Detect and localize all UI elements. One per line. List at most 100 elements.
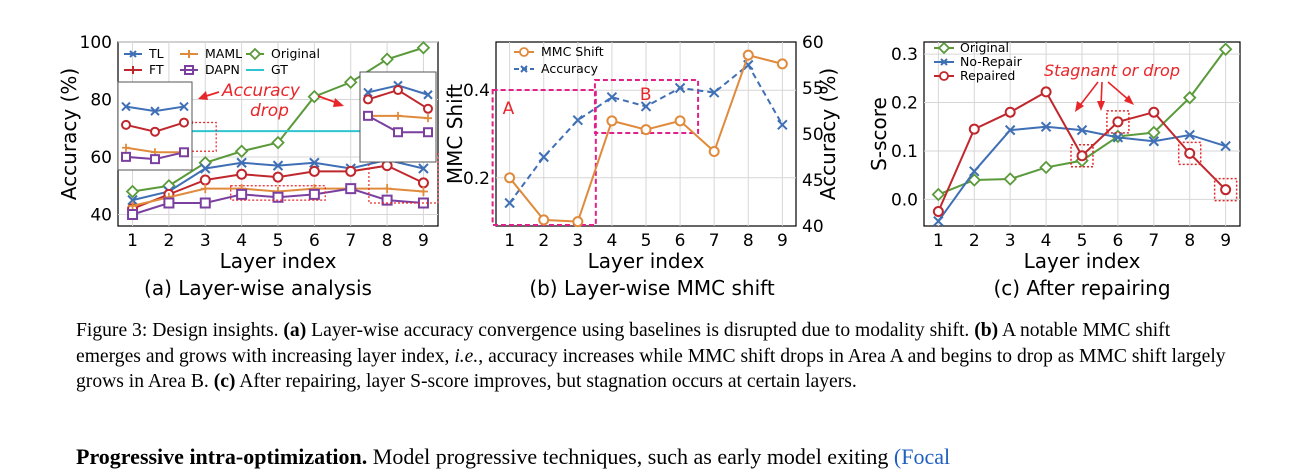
panel-b-title: (b) Layer-wise MMC shift — [529, 276, 775, 300]
point-original — [307, 89, 322, 104]
body-link[interactable]: (Focal — [893, 444, 951, 469]
inset-point-ft — [150, 126, 160, 137]
panel-c-y-ticks: 0.0 0.1 0.2 0.3 — [891, 45, 918, 210]
panel-b-y-ticks-right: 40 45 50 55 60 — [802, 33, 824, 237]
x-tick-label: 8 — [1184, 231, 1195, 251]
x-tick-label: 1 — [504, 231, 515, 251]
point-repaired — [1184, 147, 1196, 159]
inset-point-dapn — [121, 151, 131, 162]
panel-a-title: (a) Layer-wise analysis — [144, 276, 372, 300]
point-mmc-shift — [572, 216, 584, 228]
panel-c-ylabel: S-score — [867, 97, 891, 171]
point-dapn — [199, 197, 211, 209]
x-tick-label: 7 — [709, 231, 720, 251]
point-repaired — [1004, 106, 1016, 118]
x-tick-label: 3 — [200, 231, 211, 251]
panel-c-series — [931, 42, 1233, 227]
point-repaired — [1220, 184, 1232, 196]
caption-c-text: After repairing, layer S-score improves,… — [235, 371, 857, 392]
point-no-repair — [969, 166, 980, 177]
point-accuracy — [674, 82, 686, 94]
point-original — [1218, 42, 1233, 57]
panel-c-x-ticks: 1 2 3 4 5 6 7 8 9 — [933, 231, 1231, 251]
legend-item-gt: GT — [246, 62, 288, 77]
legend-label-gt: GT — [271, 62, 288, 77]
annotation-stagnant: Stagnant or drop — [1044, 61, 1180, 80]
point-ft — [199, 174, 211, 186]
point-maml — [128, 201, 138, 211]
panel-a-y-ticks: 40 60 80 100 — [80, 33, 112, 226]
panel-c-title: (c) After repairing — [993, 276, 1170, 300]
y-tick-label: 0.2 — [891, 94, 918, 114]
drop-box — [230, 185, 326, 201]
point-repaired — [1112, 116, 1124, 128]
point-original — [931, 187, 946, 202]
y-tick-label: 0.0 — [891, 190, 918, 210]
panel-b-xlabel: Layer index — [588, 249, 705, 273]
x-tick-label: 9 — [777, 231, 788, 251]
point-original — [271, 135, 285, 150]
legend-label-dapn: DAPN — [205, 62, 240, 77]
x-tick-label: 8 — [743, 231, 754, 251]
point-original — [1003, 172, 1017, 186]
legend-label-maml: MAML — [205, 46, 242, 61]
point-ft — [345, 165, 357, 177]
point-tl — [127, 194, 138, 206]
x-tick-label: 4 — [606, 231, 617, 251]
point-accuracy — [708, 87, 720, 98]
legend-item-tl: TL — [124, 46, 164, 61]
panel-b-ylabel-left: MMC Shift — [443, 84, 467, 184]
point-accuracy — [538, 151, 549, 163]
point-tl — [200, 163, 211, 174]
point-tl — [309, 157, 320, 168]
x-tick-label: 3 — [1005, 231, 1016, 251]
legend-item-mmc-shift: MMC Shift — [514, 44, 604, 59]
x-tick-label: 6 — [1112, 231, 1123, 251]
y-tick-label-right: 40 — [802, 217, 824, 237]
y-tick-label: 100 — [80, 33, 112, 53]
panel-c-xlabel: Layer index — [1024, 249, 1141, 273]
point-tl — [236, 157, 247, 168]
caption-b-text2: , accuracy increases while MMC shift dro… — [76, 345, 1226, 393]
inset-point-dapn — [423, 127, 433, 138]
panel-b-x-ticks: 1 2 3 4 5 6 7 8 9 — [504, 231, 788, 251]
point-no-repair — [1004, 124, 1016, 136]
drop-box — [368, 153, 439, 204]
inset-point-ft — [179, 117, 189, 128]
x-tick-label: 4 — [236, 231, 247, 251]
y-tick-label-right: 45 — [802, 171, 824, 191]
point-mmc-shift — [538, 214, 550, 226]
panel-b-grid — [496, 42, 796, 226]
inset-point-ft — [121, 119, 131, 130]
point-original — [967, 173, 982, 187]
x-tick-label: 6 — [309, 231, 320, 251]
y-tick-label-right: 50 — [802, 125, 824, 145]
caption-ie: i.e. — [454, 345, 479, 367]
caption-b-marker: (b) — [974, 320, 999, 341]
legend-item-repaired: Repaired — [934, 68, 1015, 83]
area-box-b — [593, 79, 700, 134]
legend-label-repaired: Repaired — [960, 68, 1015, 83]
legend-label-original: Original — [271, 46, 320, 61]
inset-point-tl — [363, 87, 373, 98]
inset-point-ft — [423, 103, 433, 114]
stagnation-box — [1213, 177, 1238, 202]
x-tick-label: 2 — [163, 231, 174, 251]
stagnation-box — [1177, 141, 1202, 166]
inset-point-dapn — [179, 147, 189, 158]
panel-c-after-repairing: 1 2 3 4 5 6 7 8 9 0.0 0.1 0.2 0.3 Original No-Repai… — [867, 40, 1241, 300]
stagnation-box — [1106, 110, 1130, 134]
point-mmc-shift — [742, 49, 754, 61]
x-tick-label: 2 — [969, 231, 980, 251]
panel-b-areas: AB — [491, 79, 700, 226]
panel-a-insets — [117, 71, 437, 171]
inset-point-maml — [394, 111, 402, 120]
legend-item-original-c: Original — [934, 40, 1009, 55]
point-mmc-shift — [606, 115, 618, 127]
area-label-b: B — [640, 85, 652, 105]
legend-item-original: Original — [246, 46, 320, 61]
y-tick-label-left: 0.4 — [463, 81, 490, 101]
inset-point-ft — [393, 85, 403, 96]
point-repaired — [1040, 86, 1052, 98]
point-repaired — [1148, 106, 1160, 118]
